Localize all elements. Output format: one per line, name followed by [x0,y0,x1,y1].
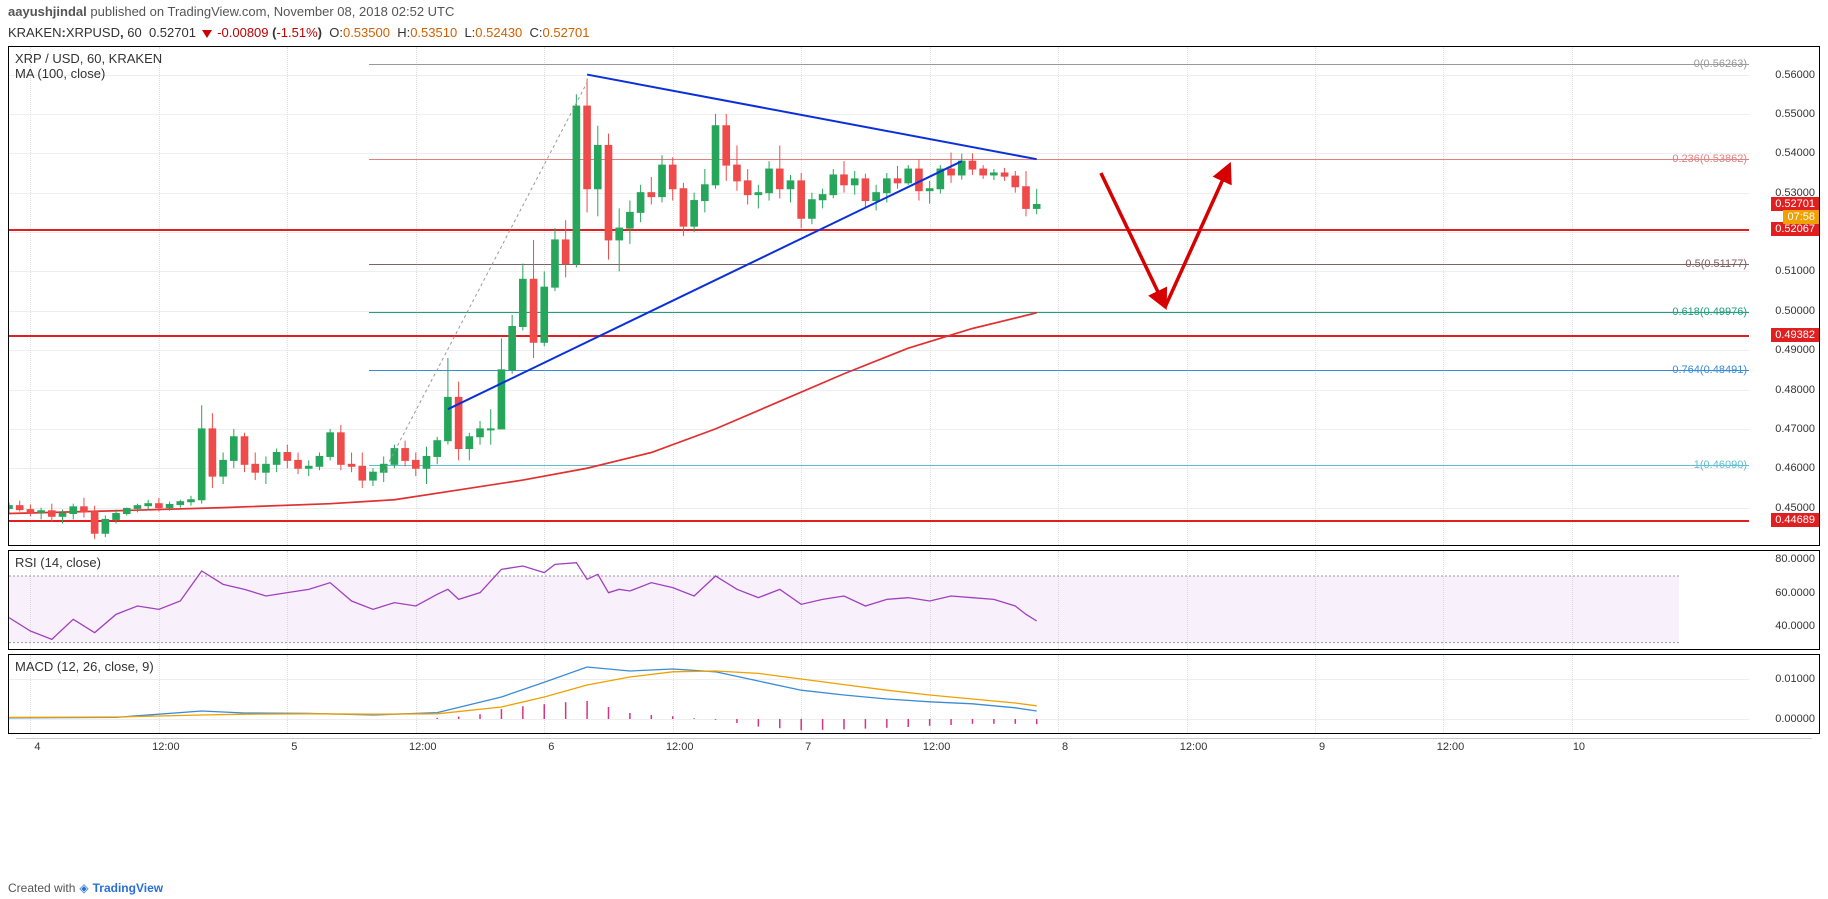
open-label: O: [329,25,343,40]
high-value: 0.53510 [410,25,457,40]
main-chart-panel[interactable]: XRP / USD, 60, KRAKEN MA (100, close) 0.… [8,46,1820,546]
low-label: L: [464,25,475,40]
author-name: aayushjindal [8,4,87,19]
tradingview-logo: TradingView [93,881,163,895]
symbol-ticker: XRPUSD [66,25,120,40]
symbol-exchange: KRAKEN [8,25,61,40]
symbol-change-pct: -1.51% [276,25,317,40]
publish-date: November 08, 2018 02:52 UTC [274,4,455,19]
publish-header: aayushjindal published on TradingView.co… [0,0,1828,23]
rsi-title: RSI (14, close) [15,555,101,570]
footer-text: Created with [8,881,75,895]
published-on: published on TradingView.com, [90,4,270,19]
arrow-down-icon [202,30,212,38]
symbol-info-line: KRAKEN:XRPUSD, 60 0.52701 -0.00809 (-1.5… [0,23,1828,42]
high-label: H: [397,25,410,40]
close-label: C: [530,25,543,40]
x-axis: 412:00512:00612:00712:00812:00912:0010 [16,738,1812,762]
low-value: 0.52430 [475,25,522,40]
symbol-change: -0.00809 [217,25,268,40]
close-value: 0.52701 [543,25,590,40]
open-value: 0.53500 [343,25,390,40]
main-chart-title: XRP / USD, 60, KRAKEN MA (100, close) [15,51,162,81]
symbol-interval: 60 [127,25,141,40]
symbol-last: 0.52701 [149,25,196,40]
macd-panel[interactable]: MACD (12, 26, close, 9) 0.000000.01000 [8,654,1820,734]
footer: Created with ◈ TradingView [8,881,163,895]
macd-title: MACD (12, 26, close, 9) [15,659,154,674]
rsi-panel[interactable]: RSI (14, close) 40.000060.000080.0000 [8,550,1820,650]
